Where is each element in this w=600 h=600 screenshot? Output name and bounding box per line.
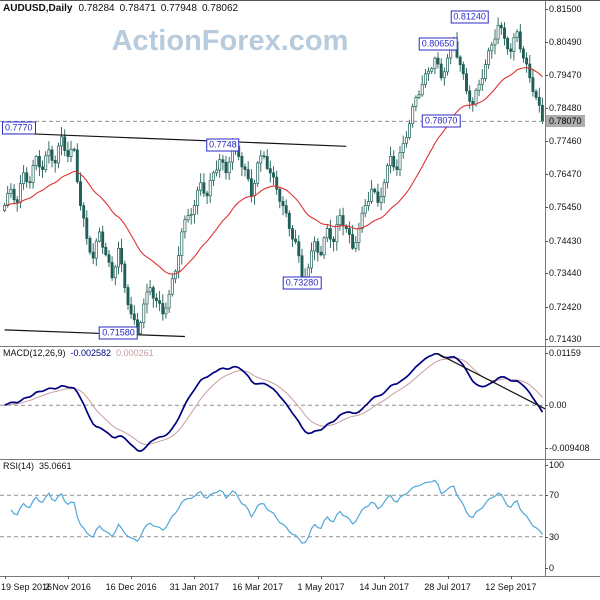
time-axis-tick xyxy=(67,576,69,579)
axis-tick xyxy=(545,353,548,355)
macd-value-main: -0.002582 xyxy=(70,348,112,358)
rsi-label: RSI(14) xyxy=(3,461,35,471)
rsi-axis-label: 0 xyxy=(549,563,555,573)
quote-high: 0.78471 xyxy=(119,3,156,14)
axis-tick xyxy=(545,536,548,538)
price-axis-label: 0.71430 xyxy=(549,334,582,345)
rsi-line xyxy=(10,479,543,544)
axis-tick xyxy=(545,173,548,175)
axis-tick xyxy=(545,240,548,242)
date-label: 14 Jun 2017 xyxy=(359,582,409,592)
trendline[interactable] xyxy=(4,329,185,338)
price-axis-label: 0.78480 xyxy=(549,102,582,113)
rsi-value: 35.0661 xyxy=(39,461,72,471)
time-axis[interactable]: 19 Sep 2016 2 Nov 2016 16 Dec 2016 31 Jan 2… xyxy=(0,576,600,600)
time-axis-tick xyxy=(321,576,322,579)
axis-tick xyxy=(545,207,548,209)
axis-tick xyxy=(545,306,548,308)
macd-trendline[interactable] xyxy=(437,353,545,410)
rsi-axis-label: 30 xyxy=(549,531,560,542)
time-axis-tick xyxy=(194,576,196,579)
price-axis-label: 0.80490 xyxy=(549,36,582,47)
macd-header: MACD(12,26,9) -0.002582 0.000261 xyxy=(3,348,159,358)
axis-tick xyxy=(545,568,548,569)
time-axis-tick xyxy=(510,576,512,579)
time-axis-tick xyxy=(384,576,386,579)
time-axis-tick xyxy=(4,576,6,579)
price-axis-label: 0.79470 xyxy=(549,70,582,81)
panel-separator xyxy=(0,576,600,577)
price-axis-label: 0.77460 xyxy=(549,136,582,147)
price-axis-label: 0.72420 xyxy=(549,301,582,312)
axis-tick xyxy=(545,41,548,43)
rsi-axis-label: 100 xyxy=(549,460,565,470)
current-price-tag: 0.78070 xyxy=(546,115,585,128)
date-label: 2 Nov 2016 xyxy=(44,582,91,592)
date-label: 16 Mar 2017 xyxy=(232,582,283,592)
price-axis-label: 0.81500 xyxy=(549,3,582,14)
axis-tick xyxy=(545,495,548,497)
axis-tick xyxy=(545,465,548,466)
date-label: 28 Jul 2017 xyxy=(424,582,471,592)
macd-axis-label: -0.009408 xyxy=(549,442,590,453)
date-label: 16 Dec 2016 xyxy=(105,582,157,592)
axis-tick xyxy=(545,447,548,449)
time-axis-tick xyxy=(131,576,133,579)
quote-low: 0.77948 xyxy=(160,3,197,14)
date-label: 1 May 2017 xyxy=(297,582,345,592)
quote-close: 0.78062 xyxy=(201,3,239,14)
macd-main-line xyxy=(4,352,544,453)
price-axis-label: 0.76470 xyxy=(549,168,582,179)
axis-tick xyxy=(545,141,548,143)
axis-tick xyxy=(545,75,548,77)
date-label: 31 Jan 2017 xyxy=(169,582,220,592)
axis-tick xyxy=(545,8,548,10)
trendline[interactable] xyxy=(4,132,347,147)
ohlc-header: AUDUSD,Daily 0.78284 0.78471 0.77948 0.78062 xyxy=(3,3,243,14)
axis-tick xyxy=(545,107,548,109)
date-label: 19 Sep 2016 xyxy=(1,582,53,592)
rsi-header: RSI(14) 35.0661 xyxy=(3,461,77,471)
symbol-period-label: AUDUSD,Daily xyxy=(3,3,73,14)
price-axis-label: 0.74430 xyxy=(549,235,582,246)
axis-tick xyxy=(545,339,548,341)
rsi-panel[interactable] xyxy=(0,459,545,576)
rsi-axis-label: 70 xyxy=(549,490,560,501)
macd-value-signal: 0.000261 xyxy=(116,348,154,358)
axis-separator xyxy=(545,1,546,576)
axis-tick xyxy=(545,405,548,407)
time-axis-tick xyxy=(447,576,449,579)
price-axis-label: 0.73440 xyxy=(549,268,582,279)
quote-open: 0.78284 xyxy=(78,3,115,14)
macd-panel[interactable] xyxy=(0,346,545,459)
axis-tick xyxy=(545,273,548,275)
macd-axis-label: 0.00 xyxy=(549,400,567,411)
panel-separator xyxy=(0,346,600,347)
macd-label: MACD(12,26,9) xyxy=(3,348,66,358)
time-axis-tick xyxy=(257,576,259,579)
date-label: 12 Sep 2017 xyxy=(485,582,537,592)
panel-separator xyxy=(0,459,600,460)
price-axis-label: 0.75450 xyxy=(549,202,582,213)
watermark: ActionForex.com xyxy=(111,25,349,57)
macd-signal-line xyxy=(4,357,543,446)
macd-axis-label: 0.01159 xyxy=(549,348,581,359)
